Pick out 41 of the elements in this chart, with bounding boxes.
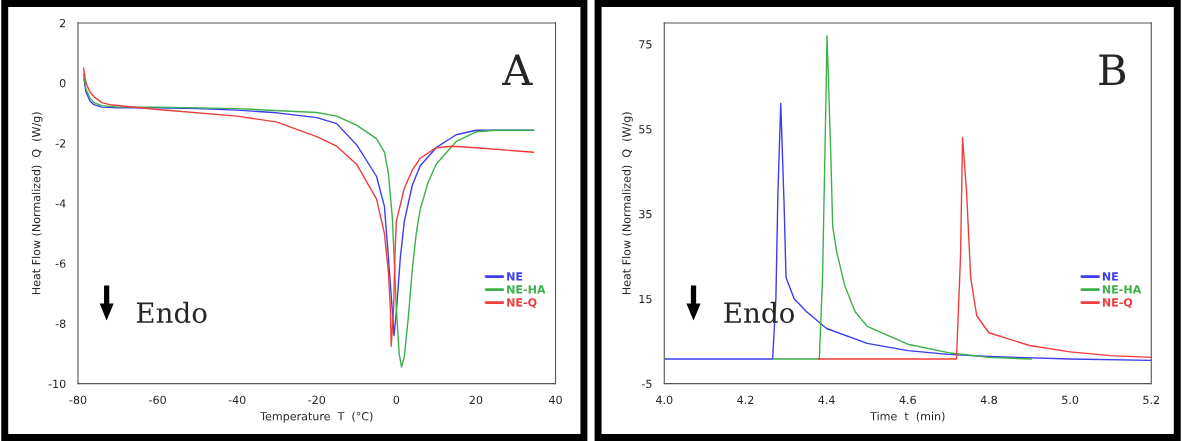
x-tick-label: 40 bbox=[549, 395, 562, 405]
x-axis-title: Temperature T (°C) bbox=[260, 411, 373, 423]
y-axis-title: Heat Flow (Normalized) Q (W/g) bbox=[31, 112, 43, 295]
y-tick-label: 55 bbox=[639, 125, 652, 134]
y-tick-label: -5 bbox=[641, 379, 652, 389]
legend-label: NE-Q bbox=[507, 298, 537, 309]
x-tick-label: 5.2 bbox=[1143, 395, 1159, 405]
line-series bbox=[664, 102, 1152, 362]
legend-label: NE bbox=[507, 272, 523, 281]
y-tick-label: -4 bbox=[55, 199, 66, 208]
x-axis-title: Time t (min) bbox=[870, 411, 945, 422]
legend-label: NE-Q bbox=[1102, 298, 1133, 309]
x-tick-label: 4.6 bbox=[899, 395, 916, 405]
x-tick-label: 4.0 bbox=[655, 395, 673, 405]
annotation: A bbox=[502, 54, 533, 85]
x-tick-label: -80 bbox=[69, 395, 87, 405]
line-series bbox=[817, 136, 1152, 360]
y-tick-label: -8 bbox=[55, 319, 66, 328]
x-tick-label: 20 bbox=[469, 395, 483, 405]
x-tick-label: -40 bbox=[228, 395, 246, 405]
annotation: B bbox=[1099, 54, 1126, 85]
y-tick-label: -10 bbox=[48, 379, 66, 389]
y-tick-label: 2 bbox=[59, 18, 66, 28]
legend-label: NE bbox=[1102, 272, 1118, 281]
x-tick-label: 4.4 bbox=[818, 395, 835, 404]
y-tick-label: 0 bbox=[59, 79, 66, 88]
legend-label: NE-HA bbox=[507, 285, 546, 294]
y-tick-label: 35 bbox=[639, 209, 652, 219]
annotation: Endo bbox=[136, 301, 207, 324]
x-tick-label: -60 bbox=[149, 395, 166, 405]
x-tick-label: -20 bbox=[308, 395, 326, 405]
x-tick-label: 5.0 bbox=[1062, 395, 1079, 405]
x-tick-label: 4.2 bbox=[737, 395, 754, 404]
x-tick-label: 0 bbox=[393, 395, 400, 405]
y-axis-title: Heat Flow (Normalized) Q (W/g) bbox=[622, 112, 633, 295]
x-tick-label: 4.8 bbox=[980, 395, 998, 405]
y-tick-label: 75 bbox=[639, 40, 652, 49]
y-tick-label: 15 bbox=[639, 294, 652, 304]
legend-label: NE-HA bbox=[1102, 285, 1142, 294]
y-tick-label: -6 bbox=[55, 259, 66, 268]
y-tick-label: -2 bbox=[55, 139, 66, 148]
